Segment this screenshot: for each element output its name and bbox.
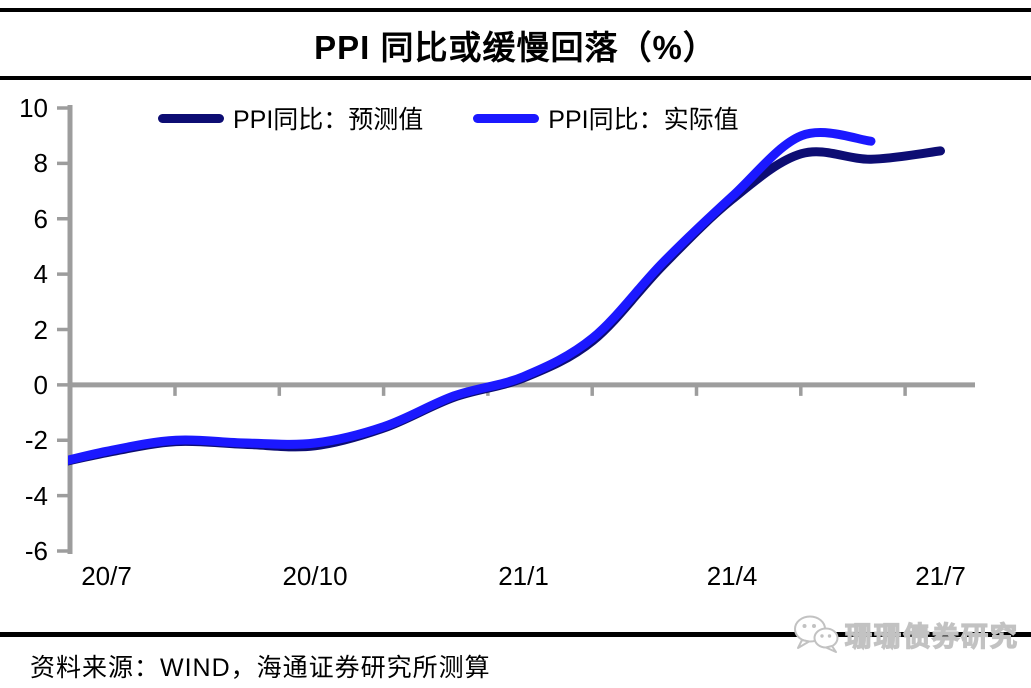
wechat-icon bbox=[794, 615, 839, 653]
title-underline-rule bbox=[0, 76, 1031, 80]
legend-item: PPI同比：实际值 bbox=[473, 100, 739, 136]
x-axis-label: 21/4 bbox=[706, 561, 758, 591]
x-axis-label: 20/10 bbox=[282, 561, 348, 591]
source-note: 资料来源：WIND，海通证券研究所测算 bbox=[30, 654, 491, 682]
x-axis-label: 21/1 bbox=[498, 561, 549, 591]
y-axis-label: 10 bbox=[19, 93, 48, 123]
forecast-line bbox=[68, 146, 945, 466]
watermark: 珊珊债券研究 bbox=[791, 610, 1019, 658]
y-axis-label: 0 bbox=[33, 369, 48, 400]
y-axis-label: 6 bbox=[33, 203, 48, 234]
legend-label: PPI同比：预测值 bbox=[233, 106, 424, 134]
x-axis-label: 21/7 bbox=[915, 561, 966, 591]
x-axis-label: 20/7 bbox=[81, 561, 132, 591]
legend-item: PPI同比：预测值 bbox=[158, 100, 423, 136]
y-axis-label: -2 bbox=[24, 425, 48, 456]
top-rule bbox=[0, 8, 1031, 12]
actual-line bbox=[68, 128, 876, 465]
y-axis-label: 2 bbox=[33, 314, 48, 345]
watermark-text: 珊珊债券研究 bbox=[844, 621, 1019, 652]
bottom-rule bbox=[0, 632, 1031, 637]
y-axis-label: -6 bbox=[24, 536, 48, 566]
legend-swatch bbox=[473, 113, 540, 123]
y-axis-label: 8 bbox=[33, 148, 48, 179]
legend-swatch bbox=[158, 113, 224, 123]
legend: PPI同比：预测值 PPI同比：实际值 bbox=[158, 100, 739, 136]
chart-title: PPI 同比或缓慢回落（%） bbox=[314, 29, 717, 66]
legend-label: PPI同比：实际值 bbox=[548, 106, 739, 134]
y-axis-label: -4 bbox=[24, 480, 48, 511]
y-axis-label: 4 bbox=[33, 259, 48, 290]
